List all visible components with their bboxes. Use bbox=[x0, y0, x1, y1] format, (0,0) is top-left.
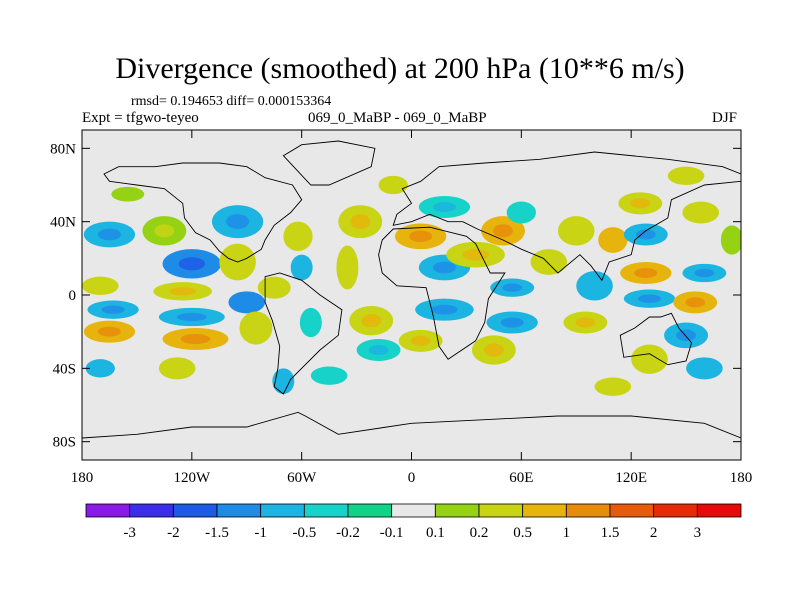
field-contour bbox=[576, 271, 613, 301]
y-tick-label: 40N bbox=[50, 215, 76, 231]
field-contour-core bbox=[634, 268, 658, 278]
field-contour bbox=[239, 311, 273, 345]
field-contour bbox=[686, 357, 723, 380]
field-contour bbox=[111, 186, 145, 202]
field-contour bbox=[228, 291, 266, 314]
season-label: DJF bbox=[712, 110, 738, 126]
field-contour bbox=[557, 216, 595, 246]
stats-label: rmsd= 0.194653 diff= 0.000153364 bbox=[131, 94, 332, 109]
field-contour bbox=[290, 254, 313, 281]
coastline bbox=[264, 272, 343, 395]
coastline bbox=[378, 226, 506, 360]
field-contour-core bbox=[685, 297, 706, 308]
field-contour-core bbox=[483, 343, 504, 357]
field-contour bbox=[667, 166, 705, 185]
experiment-label: Expt = tfgwo-teyeo bbox=[82, 110, 199, 126]
field-contour-core bbox=[502, 283, 523, 292]
field-contour-core bbox=[368, 345, 389, 355]
y-tick-label: 0 bbox=[69, 288, 77, 304]
field-contour bbox=[594, 377, 632, 396]
field-contour-core bbox=[410, 335, 431, 346]
coastline bbox=[282, 140, 376, 186]
x-tick-label: 0 bbox=[408, 470, 416, 486]
field-contour-core bbox=[177, 312, 207, 322]
field-contour-core bbox=[694, 268, 715, 278]
x-tick-label: 120E bbox=[615, 470, 647, 486]
field-contour bbox=[682, 201, 720, 224]
field-contour-core bbox=[676, 329, 696, 342]
x-tick-label: 180 bbox=[71, 470, 94, 486]
field-contour-core bbox=[432, 202, 456, 212]
field-contour-core bbox=[350, 214, 371, 230]
chart-title: Divergence (smoothed) at 200 hPa (10**6 … bbox=[115, 52, 685, 85]
field-contour bbox=[283, 221, 313, 251]
field-contour bbox=[598, 227, 628, 253]
field-contour-core bbox=[361, 314, 382, 328]
field-contour-core bbox=[630, 198, 651, 209]
y-tick-label: 40S bbox=[53, 361, 76, 377]
field-contour-core bbox=[637, 294, 662, 303]
field-contour-core bbox=[493, 224, 513, 238]
field-contour bbox=[336, 245, 359, 290]
field-contour bbox=[85, 359, 115, 378]
field-contour-core bbox=[154, 224, 175, 238]
field-contour-core bbox=[431, 304, 458, 315]
coastline bbox=[82, 411, 741, 439]
field-contour bbox=[530, 249, 568, 275]
y-tick-label: 80N bbox=[50, 141, 76, 157]
x-tick-label: 180 bbox=[730, 470, 753, 486]
field-contour-core bbox=[178, 257, 206, 271]
field-contour bbox=[272, 368, 295, 394]
field-contour-core bbox=[97, 326, 121, 337]
field-contour bbox=[506, 201, 536, 224]
coastline bbox=[392, 151, 741, 282]
field-contour-core bbox=[97, 228, 121, 241]
comparison-label: 069_0_MaBP - 069_0_MaBP bbox=[308, 110, 487, 126]
field-contour-core bbox=[180, 334, 211, 344]
field-contour bbox=[158, 357, 196, 380]
field-contour bbox=[82, 276, 119, 296]
field-contour-core bbox=[169, 287, 196, 296]
field-contour-core bbox=[500, 317, 524, 328]
field-contour-core bbox=[409, 230, 433, 243]
field-contour bbox=[720, 225, 741, 255]
coastline bbox=[619, 312, 693, 366]
field-contour bbox=[257, 276, 291, 299]
field-contour-core bbox=[432, 261, 456, 274]
x-tick-label: 60W bbox=[287, 470, 317, 486]
field-contour-core bbox=[635, 229, 656, 240]
x-tick-label: 120W bbox=[173, 470, 211, 486]
field-contour bbox=[299, 307, 322, 338]
y-tick-label: 80S bbox=[53, 435, 76, 451]
x-tick-label: 60E bbox=[509, 470, 533, 486]
field-contour bbox=[631, 344, 668, 374]
field-contour-core bbox=[462, 248, 489, 261]
field-contour bbox=[310, 366, 348, 385]
field-contour-core bbox=[226, 214, 250, 230]
coastline bbox=[103, 162, 303, 263]
field-contour-core bbox=[575, 317, 596, 328]
field-contour-core bbox=[101, 305, 125, 314]
field-contour bbox=[378, 175, 408, 195]
